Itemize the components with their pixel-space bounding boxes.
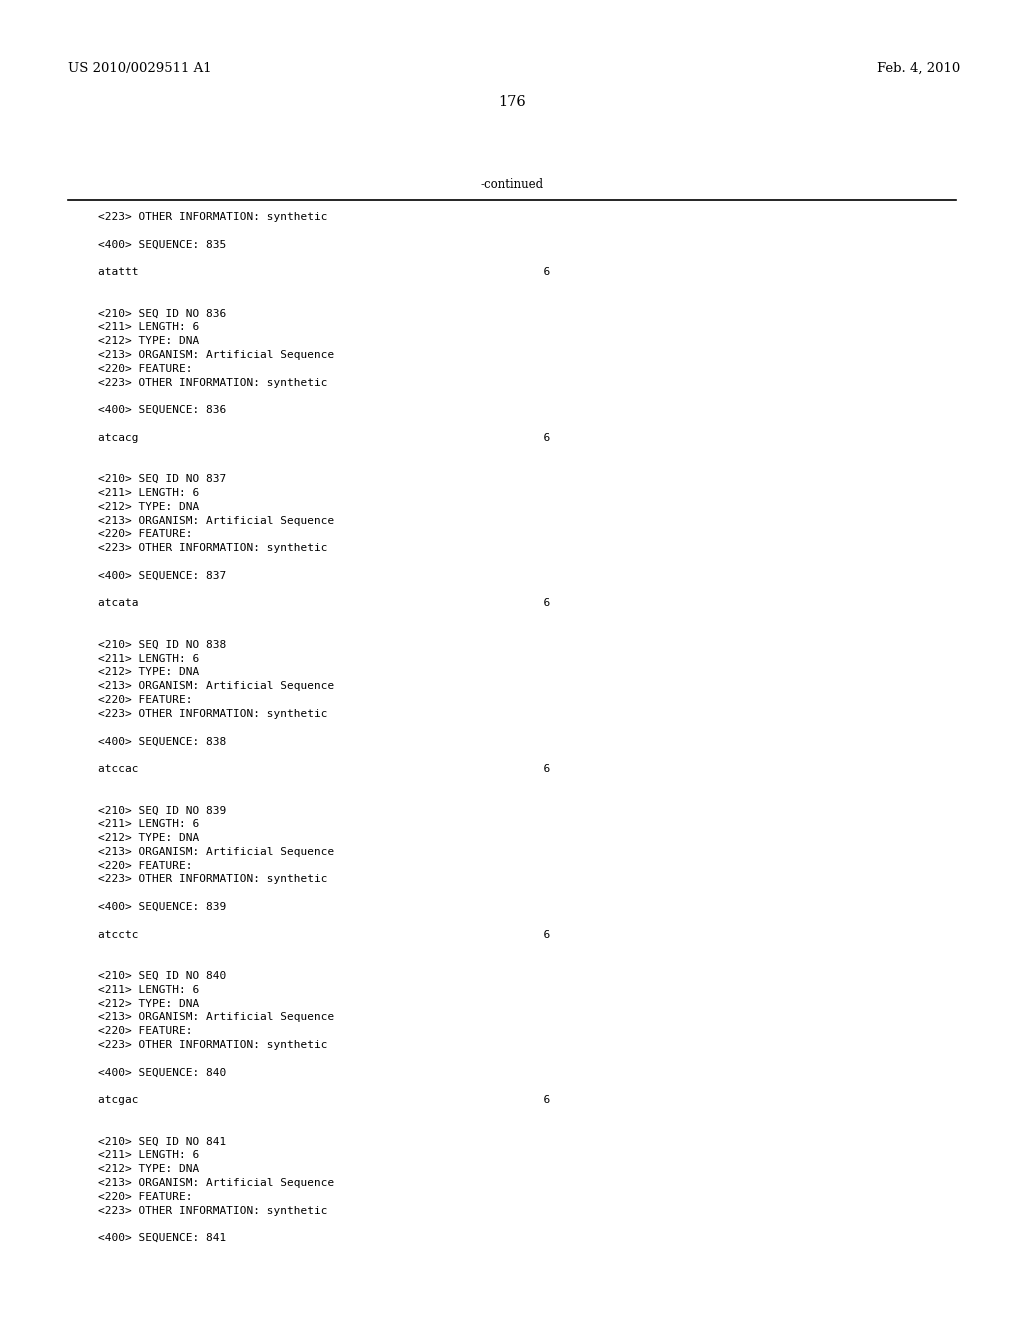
Text: atattt                                                            6: atattt 6 [98, 267, 550, 277]
Text: atccac                                                            6: atccac 6 [98, 764, 550, 774]
Text: <213> ORGANISM: Artificial Sequence: <213> ORGANISM: Artificial Sequence [98, 681, 334, 692]
Text: <400> SEQUENCE: 836: <400> SEQUENCE: 836 [98, 405, 226, 416]
Text: <210> SEQ ID NO 840: <210> SEQ ID NO 840 [98, 972, 226, 981]
Text: atcgac                                                            6: atcgac 6 [98, 1096, 550, 1105]
Text: <400> SEQUENCE: 839: <400> SEQUENCE: 839 [98, 902, 226, 912]
Text: Feb. 4, 2010: Feb. 4, 2010 [877, 62, 961, 75]
Text: <223> OTHER INFORMATION: synthetic: <223> OTHER INFORMATION: synthetic [98, 1205, 328, 1216]
Text: <220> FEATURE:: <220> FEATURE: [98, 696, 193, 705]
Text: <400> SEQUENCE: 835: <400> SEQUENCE: 835 [98, 240, 226, 249]
Text: <212> TYPE: DNA: <212> TYPE: DNA [98, 668, 200, 677]
Text: <210> SEQ ID NO 838: <210> SEQ ID NO 838 [98, 640, 226, 649]
Text: <220> FEATURE:: <220> FEATURE: [98, 1192, 193, 1201]
Text: <213> ORGANISM: Artificial Sequence: <213> ORGANISM: Artificial Sequence [98, 350, 334, 360]
Text: <212> TYPE: DNA: <212> TYPE: DNA [98, 502, 200, 512]
Text: <212> TYPE: DNA: <212> TYPE: DNA [98, 337, 200, 346]
Text: -continued: -continued [480, 178, 544, 191]
Text: <223> OTHER INFORMATION: synthetic: <223> OTHER INFORMATION: synthetic [98, 1040, 328, 1049]
Text: <223> OTHER INFORMATION: synthetic: <223> OTHER INFORMATION: synthetic [98, 709, 328, 719]
Text: <213> ORGANISM: Artificial Sequence: <213> ORGANISM: Artificial Sequence [98, 1177, 334, 1188]
Text: atcata                                                            6: atcata 6 [98, 598, 550, 609]
Text: <210> SEQ ID NO 836: <210> SEQ ID NO 836 [98, 309, 226, 318]
Text: <210> SEQ ID NO 841: <210> SEQ ID NO 841 [98, 1137, 226, 1147]
Text: <220> FEATURE:: <220> FEATURE: [98, 364, 193, 374]
Text: <400> SEQUENCE: 838: <400> SEQUENCE: 838 [98, 737, 226, 746]
Text: atcacg                                                            6: atcacg 6 [98, 433, 550, 442]
Text: <210> SEQ ID NO 839: <210> SEQ ID NO 839 [98, 805, 226, 816]
Text: <211> LENGTH: 6: <211> LENGTH: 6 [98, 1151, 200, 1160]
Text: <211> LENGTH: 6: <211> LENGTH: 6 [98, 488, 200, 498]
Text: <400> SEQUENCE: 840: <400> SEQUENCE: 840 [98, 1068, 226, 1077]
Text: <211> LENGTH: 6: <211> LENGTH: 6 [98, 653, 200, 664]
Text: <400> SEQUENCE: 837: <400> SEQUENCE: 837 [98, 570, 226, 581]
Text: <211> LENGTH: 6: <211> LENGTH: 6 [98, 322, 200, 333]
Text: <400> SEQUENCE: 841: <400> SEQUENCE: 841 [98, 1233, 226, 1243]
Text: <212> TYPE: DNA: <212> TYPE: DNA [98, 833, 200, 843]
Text: <213> ORGANISM: Artificial Sequence: <213> ORGANISM: Artificial Sequence [98, 516, 334, 525]
Text: US 2010/0029511 A1: US 2010/0029511 A1 [68, 62, 212, 75]
Text: <220> FEATURE:: <220> FEATURE: [98, 1026, 193, 1036]
Text: <211> LENGTH: 6: <211> LENGTH: 6 [98, 985, 200, 995]
Text: <223> OTHER INFORMATION: synthetic: <223> OTHER INFORMATION: synthetic [98, 378, 328, 388]
Text: <212> TYPE: DNA: <212> TYPE: DNA [98, 1164, 200, 1175]
Text: <223> OTHER INFORMATION: synthetic: <223> OTHER INFORMATION: synthetic [98, 544, 328, 553]
Text: <212> TYPE: DNA: <212> TYPE: DNA [98, 999, 200, 1008]
Text: <223> OTHER INFORMATION: synthetic: <223> OTHER INFORMATION: synthetic [98, 213, 328, 222]
Text: <223> OTHER INFORMATION: synthetic: <223> OTHER INFORMATION: synthetic [98, 874, 328, 884]
Text: atcctc                                                            6: atcctc 6 [98, 929, 550, 940]
Text: 176: 176 [498, 95, 526, 110]
Text: <220> FEATURE:: <220> FEATURE: [98, 529, 193, 540]
Text: <211> LENGTH: 6: <211> LENGTH: 6 [98, 820, 200, 829]
Text: <213> ORGANISM: Artificial Sequence: <213> ORGANISM: Artificial Sequence [98, 847, 334, 857]
Text: <213> ORGANISM: Artificial Sequence: <213> ORGANISM: Artificial Sequence [98, 1012, 334, 1023]
Text: <220> FEATURE:: <220> FEATURE: [98, 861, 193, 871]
Text: <210> SEQ ID NO 837: <210> SEQ ID NO 837 [98, 474, 226, 484]
